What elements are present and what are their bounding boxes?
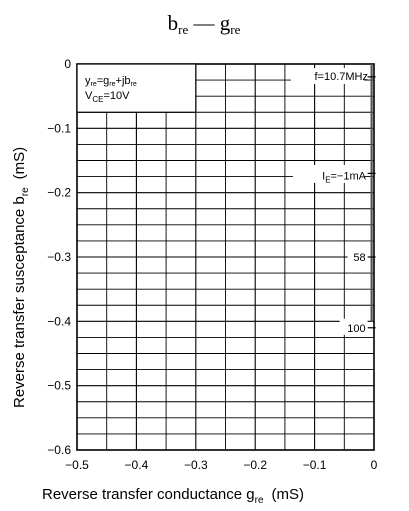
curve-point-label-bg — [347, 248, 368, 264]
chart-title: bre — gre — [168, 11, 241, 37]
y-tick-labels: 0 −0.1 −0.2 −0.3 −0.4 −0.5 −0.6 — [47, 57, 71, 457]
curve-point-label-bg — [339, 318, 368, 335]
x-tick-label: −0.1 — [303, 458, 327, 472]
y-axis-label: Reverse transfer susceptance bre(mS) — [11, 147, 31, 408]
ie-annotation: IE=−1mA — [292, 164, 367, 185]
vce-label: VCE=10V — [85, 90, 130, 104]
ie-label: IE=−1mA — [322, 171, 367, 185]
x-tick-label: −0.3 — [184, 458, 208, 472]
plot-grid — [77, 64, 374, 450]
y-tick-label: −0.5 — [47, 379, 71, 393]
point-markers: 58 100 — [339, 76, 376, 335]
y-tick-label: 0 — [64, 57, 71, 71]
x-axis-label: Reverse transfer conductance gre (mS) — [42, 486, 304, 506]
freq-label: f=10.7MHz — [315, 71, 369, 83]
x-tick-labels: −0.5 −0.4 −0.3 −0.2 −0.1 0 — [65, 458, 378, 472]
x-tick-label: 0 — [371, 458, 378, 472]
x-tick-label: −0.4 — [125, 458, 149, 472]
y-tick-label: −0.6 — [47, 443, 71, 457]
x-tick-label: −0.5 — [65, 458, 89, 472]
formula-label: yre=gre+jbre — [85, 75, 137, 88]
y-tick-label: −0.1 — [47, 121, 71, 135]
annotation-box: yre=gre+jbre VCE=10V — [76, 63, 197, 113]
curve-point-label: 100 — [347, 323, 365, 335]
freq-annotation: f=10.7MHz — [290, 68, 369, 84]
y-tick-label: −0.4 — [47, 314, 71, 328]
curve-point-label: 58 — [353, 252, 365, 264]
y-tick-label: −0.2 — [47, 186, 71, 200]
y-tick-label: −0.3 — [47, 250, 71, 264]
x-tick-label: −0.2 — [243, 458, 267, 472]
